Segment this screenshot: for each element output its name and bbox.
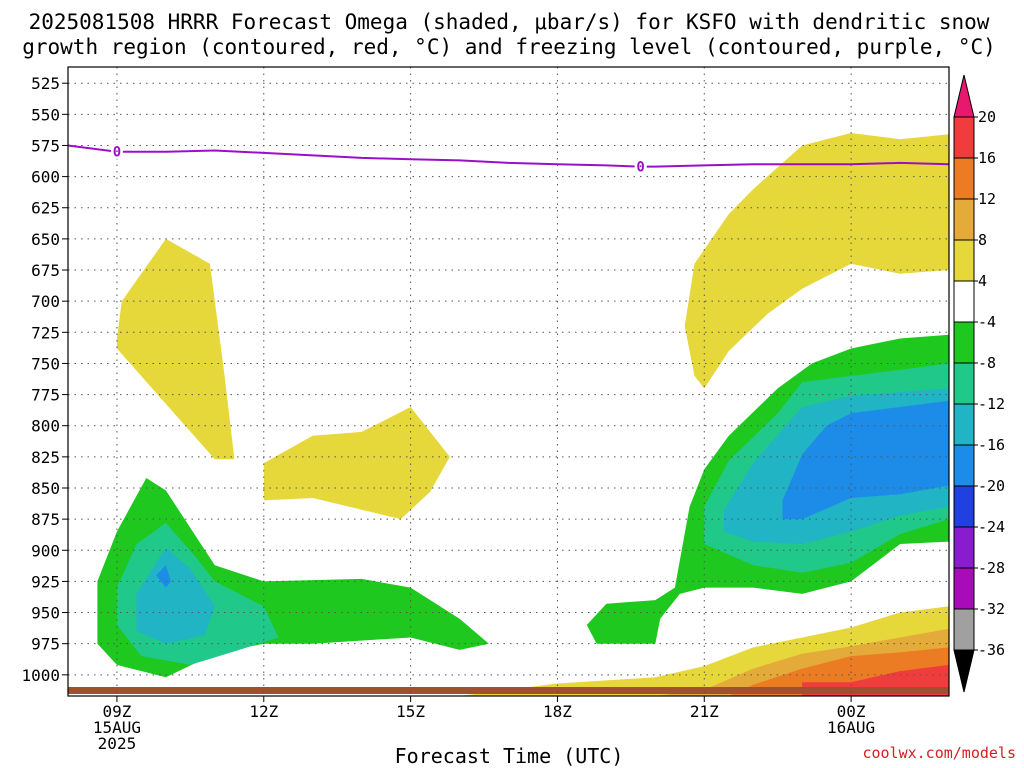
omega-shading: [97, 133, 949, 696]
x-tick-date: 16AUG: [827, 718, 875, 737]
colorbar: 20 16 12 8 4 -4 -8 -12 -16 -20 -24 -28 -32 -36: [953, 74, 1005, 693]
freezing-level-contours: [68, 144, 949, 168]
colorbar-label: -36: [978, 641, 1005, 659]
colorbar-label: -32: [978, 600, 1005, 618]
y-tick-label: 675: [31, 261, 60, 280]
omega-region: [684, 133, 949, 389]
y-axis: 525 550 575 600 625 650 675 700 725 750 775 800 825 8…: [21, 74, 68, 685]
colorbar-swatch: [953, 567, 975, 610]
colorbar-swatch: [953, 157, 975, 200]
contour-label: 0: [113, 145, 121, 161]
y-tick-label: 975: [31, 635, 60, 654]
colorbar-label: -16: [978, 436, 1005, 454]
y-tick-label: 850: [31, 479, 60, 498]
x-tick-label: 09Z: [102, 702, 131, 721]
x-tick-label: 00Z: [837, 702, 866, 721]
colorbar-swatch: [953, 403, 975, 446]
x-tick-label: 18Z: [543, 702, 572, 721]
omega-region: [136, 547, 215, 644]
y-tick-label: 800: [31, 417, 60, 436]
colorbar-swatch: [953, 444, 975, 487]
y-tick-label: 875: [31, 510, 60, 529]
y-tick-label: 725: [31, 323, 60, 342]
plot-frame: [67, 66, 950, 697]
colorbar-swatch: [953, 526, 975, 569]
colorbar-label: -20: [978, 477, 1005, 495]
colorbar-label: -12: [978, 395, 1005, 413]
contour-label-bg: [110, 143, 123, 159]
colorbar-label: -28: [978, 559, 1005, 577]
x-tick-label: 21Z: [690, 702, 719, 721]
omega-region: [782, 400, 949, 520]
colorbar-label: 4: [978, 272, 987, 290]
colorbar-label: -8: [978, 354, 996, 372]
colorbar-swatch: [953, 280, 975, 323]
colorbar-label: 16: [978, 149, 996, 167]
y-tick-label: 900: [31, 541, 60, 560]
y-tick-label: 950: [31, 604, 60, 623]
y-tick-label: 775: [31, 386, 60, 405]
y-tick-label: 525: [31, 74, 60, 93]
contour-label-bg: [634, 158, 647, 174]
colorbar-swatch: [953, 116, 975, 159]
colorbar-label: 20: [978, 108, 996, 126]
surface-band: [68, 687, 949, 694]
colorbar-label: 12: [978, 190, 996, 208]
omega-region: [263, 407, 450, 520]
colorbar-swatch: [953, 198, 975, 241]
colorbar-label: 8: [978, 231, 987, 249]
colorbar-label: -24: [978, 518, 1005, 536]
colorbar-arrow-bottom: [953, 649, 975, 693]
y-tick-label: 575: [31, 136, 60, 155]
contour-label: 0: [636, 160, 644, 176]
y-tick-label: 625: [31, 199, 60, 218]
omega-region: [116, 238, 235, 460]
freezing-level-line: [68, 144, 949, 168]
x-tick-label: 15Z: [396, 702, 425, 721]
omega-region: [156, 565, 171, 588]
colorbar-label: -4: [978, 313, 996, 331]
colorbar-swatch: [953, 362, 975, 405]
colorbar-arrow-top: [953, 74, 975, 118]
credit-text[interactable]: coolwx.com/models: [862, 744, 1016, 762]
y-tick-label: 825: [31, 448, 60, 467]
y-tick-label: 600: [31, 168, 60, 187]
chart-title: 2025081508 HRRR Forecast Omega (shaded, …: [29, 10, 990, 34]
chart-title-line2: growth region (contoured, red, °C) and f…: [22, 35, 996, 59]
y-tick-label: 550: [31, 105, 60, 124]
colorbar-swatch: [953, 321, 975, 364]
y-tick-label: 650: [31, 230, 60, 249]
y-tick-label: 750: [31, 354, 60, 373]
colorbar-swatch: [953, 608, 975, 651]
colorbar-swatch: [953, 239, 975, 282]
y-tick-label: 925: [31, 572, 60, 591]
x-axis-label: Forecast Time (UTC): [395, 744, 624, 768]
contour-labels: 00: [110, 143, 647, 176]
colorbar-swatch: [953, 485, 975, 528]
x-tick-year: 2025: [98, 734, 137, 753]
x-tick-label: 12Z: [249, 702, 278, 721]
y-tick-label: 1000: [21, 666, 60, 685]
y-tick-label: 700: [31, 292, 60, 311]
x-tick-date: 15AUG: [93, 718, 141, 737]
gridlines: [68, 67, 949, 696]
